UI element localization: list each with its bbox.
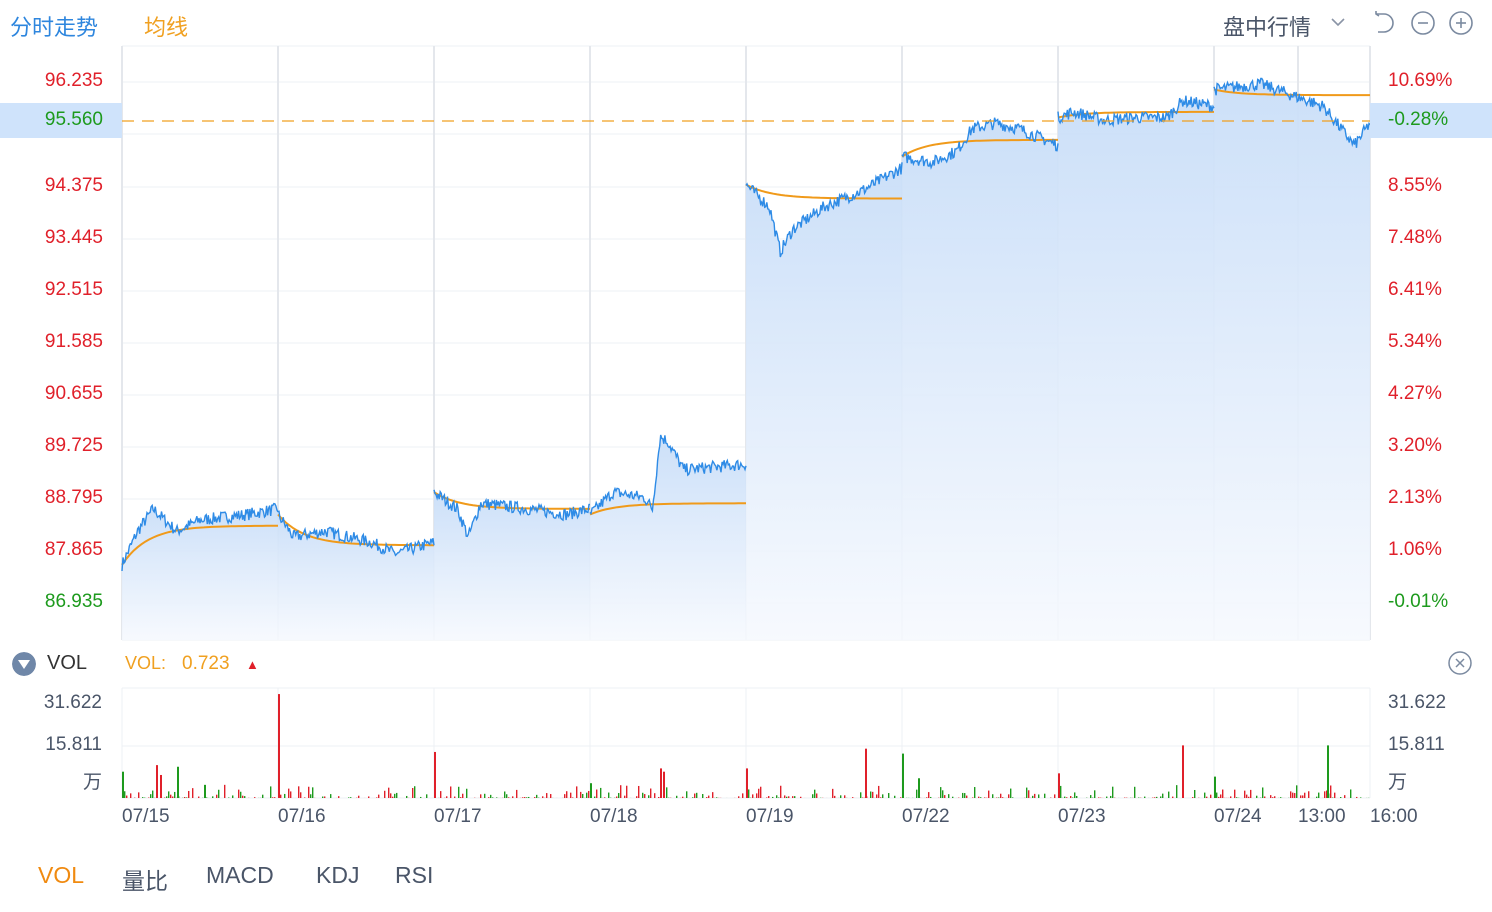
collapse-volume-icon[interactable] <box>12 652 36 676</box>
change-tick-label: 1.06% <box>1388 539 1442 560</box>
volume-panel-title: VOL <box>47 652 88 674</box>
price-tick-label: 87.865 <box>44 539 103 560</box>
current-price-band <box>0 103 122 138</box>
market-mode-select[interactable]: 盘中行情 <box>1223 15 1312 40</box>
price-tick-label: 96.235 <box>44 70 103 91</box>
volume-tick-label: 31.622 <box>43 692 102 713</box>
time-tick-label: 07/22 <box>902 806 950 827</box>
time-tick-label: 07/24 <box>1214 806 1262 827</box>
zoom-out-icon[interactable] <box>1410 10 1436 36</box>
current-change-band <box>1370 103 1492 138</box>
volume-bars <box>122 694 1370 798</box>
tab-vol[interactable]: VOL <box>38 862 85 888</box>
volume-tick-label: 万 <box>82 772 102 793</box>
change-tick-label: 3.20% <box>1388 435 1442 456</box>
time-tick-label: 07/18 <box>590 806 638 827</box>
time-tick-label: 07/16 <box>278 806 326 827</box>
change-tick-label: 2.13% <box>1388 487 1442 508</box>
price-tick-label: 86.935 <box>44 591 103 612</box>
change-tick-label: 8.55% <box>1388 175 1442 196</box>
time-tick-label: 07/23 <box>1058 806 1106 827</box>
tab-量比[interactable]: 量比 <box>122 868 168 894</box>
tab-macd[interactable]: MACD <box>206 862 274 888</box>
time-tick-label: 16:00 <box>1370 806 1418 827</box>
price-area <box>122 78 1370 641</box>
time-tick-label: 07/15 <box>122 806 170 827</box>
change-tick-label: 4.27% <box>1388 383 1442 404</box>
trend-up-icon: ▲ <box>246 657 259 672</box>
volume-tick-label: 万 <box>1388 772 1408 793</box>
price-tick-label: 88.795 <box>44 487 103 508</box>
time-tick-label: 07/17 <box>434 806 482 827</box>
volume-indicator-label: VOL: <box>125 653 167 673</box>
price-tick-label: 91.585 <box>44 331 103 352</box>
price-tick-label: 92.515 <box>44 279 103 300</box>
close-volume-icon[interactable] <box>1448 651 1472 675</box>
tab-kdj[interactable]: KDJ <box>316 862 360 888</box>
volume-tick-label: 15.811 <box>45 734 102 755</box>
reset-icon[interactable] <box>1371 10 1397 36</box>
zoom-in-icon[interactable] <box>1448 10 1474 36</box>
tab-rsi[interactable]: RSI <box>395 862 434 888</box>
volume-tick-label: 31.622 <box>1388 692 1447 713</box>
volume-tick-label: 15.811 <box>1388 734 1445 755</box>
price-tick-label: 89.725 <box>44 435 103 456</box>
tab-intraday[interactable]: 分时走势 <box>10 15 99 40</box>
price-line <box>121 77 1371 572</box>
price-tick-label: 93.445 <box>44 227 103 248</box>
time-tick-label: 07/19 <box>746 806 794 827</box>
time-tick-label: 13:00 <box>1298 806 1346 827</box>
current-price-label: 95.560 <box>44 109 103 130</box>
change-tick-label: 10.69% <box>1388 70 1453 91</box>
chevron-down-icon[interactable] <box>1330 16 1346 28</box>
price-tick-label: 90.655 <box>44 383 103 404</box>
price-tick-label: 94.375 <box>44 175 103 196</box>
current-change-label: -0.28% <box>1388 109 1449 130</box>
change-tick-label: 7.48% <box>1388 227 1442 248</box>
volume-indicator-value: 0.723 <box>182 653 230 674</box>
change-tick-label: 6.41% <box>1388 279 1442 300</box>
tab-moving-average[interactable]: 均线 <box>144 15 189 40</box>
change-tick-label: -0.01% <box>1388 591 1449 612</box>
change-tick-label: 5.34% <box>1388 331 1442 352</box>
